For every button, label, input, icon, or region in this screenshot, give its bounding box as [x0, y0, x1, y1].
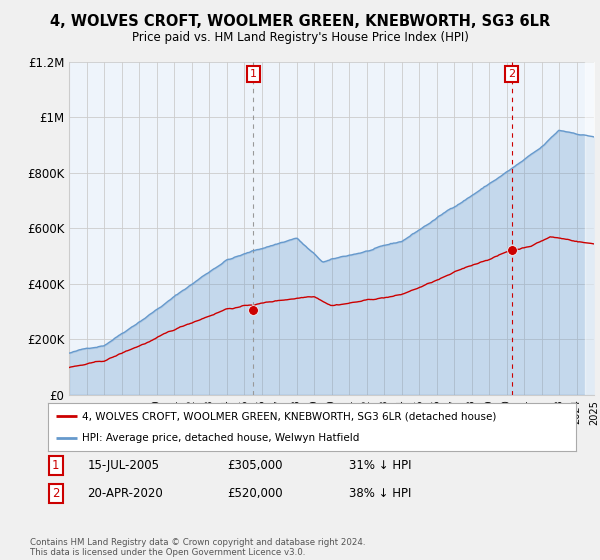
Text: 4, WOLVES CROFT, WOOLMER GREEN, KNEBWORTH, SG3 6LR: 4, WOLVES CROFT, WOOLMER GREEN, KNEBWORT… [50, 14, 550, 29]
Text: Contains HM Land Registry data © Crown copyright and database right 2024.
This d: Contains HM Land Registry data © Crown c… [30, 538, 365, 557]
Text: 1: 1 [250, 69, 257, 79]
Text: 31% ↓ HPI: 31% ↓ HPI [349, 459, 412, 473]
Text: 20-APR-2020: 20-APR-2020 [88, 487, 163, 501]
Text: 15-JUL-2005: 15-JUL-2005 [88, 459, 160, 473]
Text: 2: 2 [508, 69, 515, 79]
Text: £520,000: £520,000 [227, 487, 283, 501]
Text: 38% ↓ HPI: 38% ↓ HPI [349, 487, 412, 501]
Text: HPI: Average price, detached house, Welwyn Hatfield: HPI: Average price, detached house, Welw… [82, 433, 359, 443]
Text: Price paid vs. HM Land Registry's House Price Index (HPI): Price paid vs. HM Land Registry's House … [131, 31, 469, 44]
Text: £305,000: £305,000 [227, 459, 283, 473]
Text: 1: 1 [52, 459, 59, 473]
Text: 4, WOLVES CROFT, WOOLMER GREEN, KNEBWORTH, SG3 6LR (detached house): 4, WOLVES CROFT, WOOLMER GREEN, KNEBWORT… [82, 411, 497, 421]
Text: 2: 2 [52, 487, 59, 501]
